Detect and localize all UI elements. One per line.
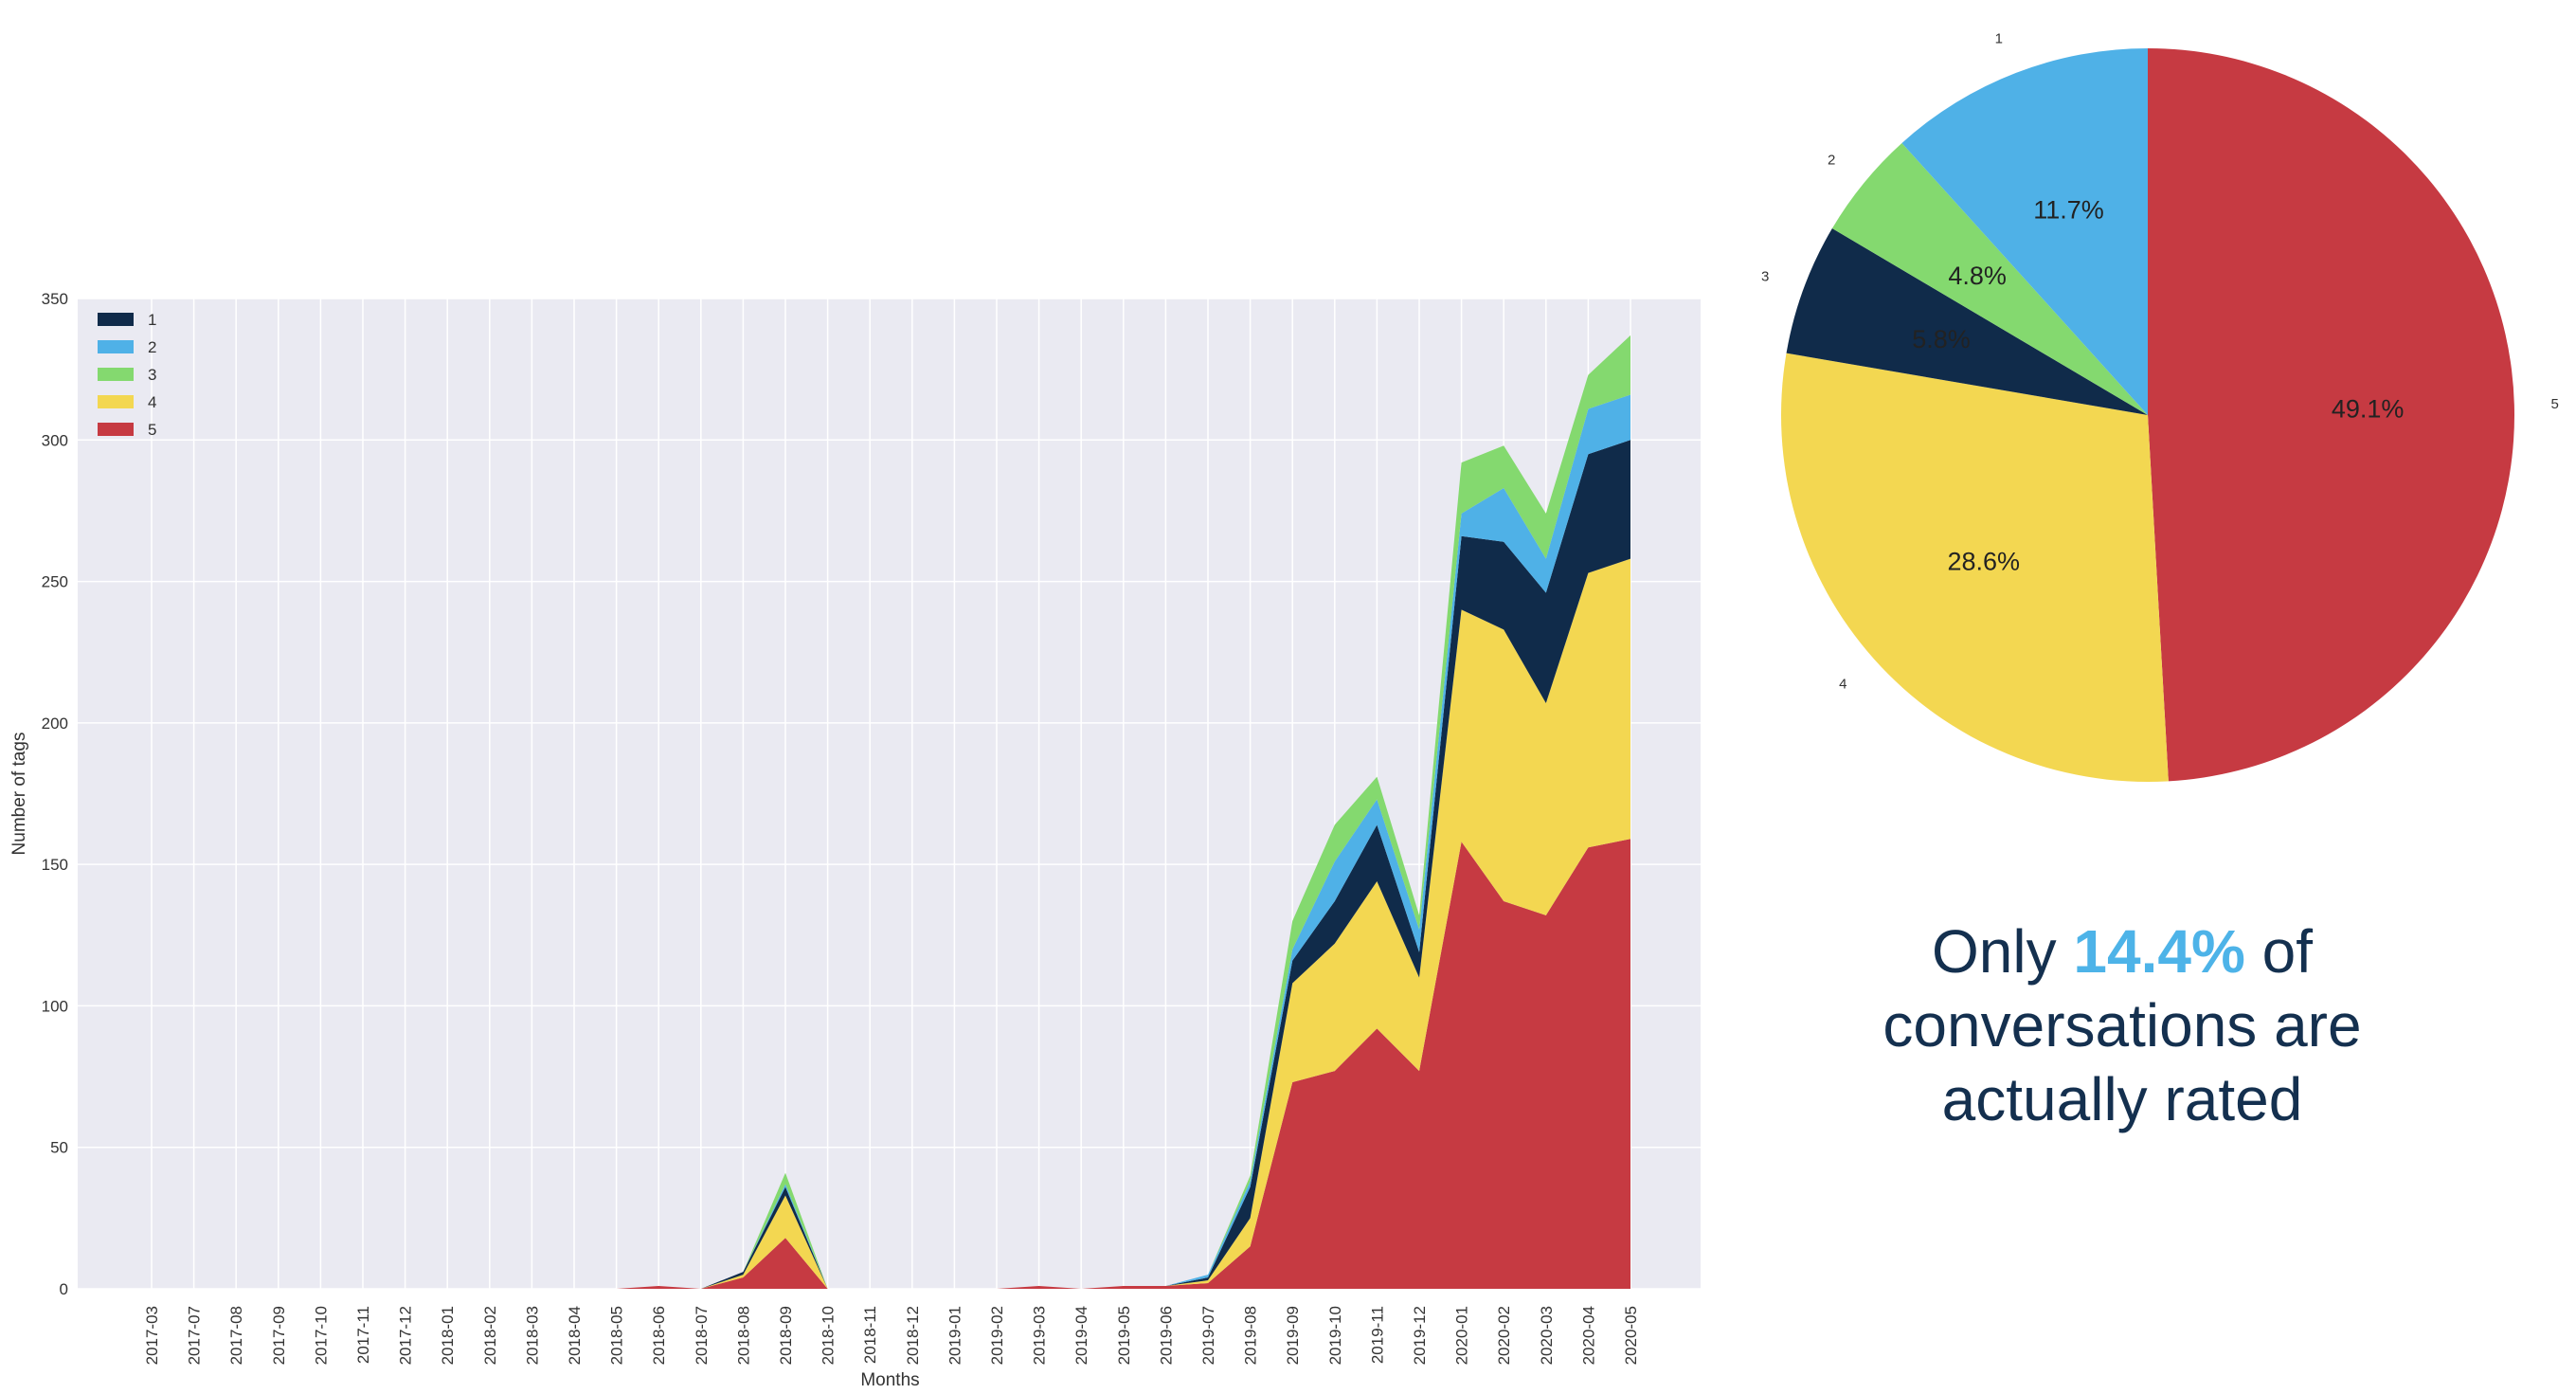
pie-slice-4 — [1781, 353, 2169, 783]
x-tick-label: 2017-12 — [397, 1306, 415, 1365]
x-tick-label: 2020-05 — [1622, 1306, 1640, 1365]
area-series-4 — [152, 558, 1630, 1289]
y-tick-label: 150 — [42, 856, 68, 874]
pie-pct-label: 49.1% — [2332, 394, 2405, 423]
x-tick-label: 2018-01 — [439, 1306, 457, 1365]
rating-pie-chart: 49.1% 5 28.6% 4 5.8% 3 4.8% 2 11.7% 1 — [1761, 31, 2559, 783]
x-tick-label: 2019-03 — [1031, 1306, 1049, 1365]
x-tick-label: 2019-12 — [1411, 1306, 1429, 1365]
x-tick-label: 2017-07 — [186, 1306, 204, 1365]
legend-label: 1 — [148, 311, 156, 329]
headline: Only 14.4% of conversations are actually… — [1781, 914, 2463, 1136]
x-tick-label: 2017-10 — [312, 1306, 330, 1365]
y-tick-labels: 0 50 100 150 200 250 300 350 — [42, 290, 68, 1298]
pie-outer-label: 2 — [1828, 153, 1835, 169]
x-tick-labels: 2017-03 2017-07 2017-08 2017-09 2017-10 2017-… — [143, 1306, 1640, 1365]
legend-label: 3 — [148, 366, 156, 384]
x-tick-label: 2020-03 — [1538, 1306, 1556, 1365]
pie-outer-label: 4 — [1839, 677, 1846, 693]
legend-swatch — [98, 313, 134, 326]
x-tick-label: 2019-10 — [1326, 1306, 1344, 1365]
x-tick-label: 2018-05 — [608, 1306, 626, 1365]
x-tick-label: 2018-07 — [693, 1306, 711, 1365]
pie-slice-5 — [2148, 48, 2515, 782]
pie-outer-label: 3 — [1761, 268, 1769, 284]
headline-highlight: 14.4% — [2073, 917, 2245, 986]
headline-before: Only — [1932, 917, 2074, 986]
x-tick-label: 2019-07 — [1199, 1306, 1217, 1365]
x-tick-label: 2020-01 — [1453, 1306, 1471, 1365]
x-tick-label: 2019-11 — [1368, 1306, 1386, 1364]
x-axis-title: Months — [860, 1370, 919, 1390]
x-tick-label: 2017-09 — [270, 1306, 288, 1365]
headline-after: of conversations are actually rated — [1882, 917, 2362, 1133]
x-tick-label: 2018-06 — [650, 1306, 668, 1365]
x-tick-label: 2018-12 — [904, 1306, 922, 1365]
y-tick-label: 50 — [50, 1139, 68, 1157]
pie-slice-3 — [1786, 228, 2148, 415]
x-tick-label: 2020-04 — [1579, 1306, 1597, 1365]
pie-pct-label: 28.6% — [1948, 548, 2021, 576]
x-tick-label: 2018-08 — [734, 1306, 752, 1365]
x-tick-label: 2018-09 — [777, 1306, 795, 1365]
y-tick-label: 250 — [42, 573, 68, 591]
legend-swatch — [98, 368, 134, 381]
x-tick-label: 2017-08 — [227, 1306, 245, 1365]
x-tick-label: 2019-06 — [1157, 1306, 1175, 1365]
legend-label: 2 — [148, 338, 156, 356]
pie-outer-label: 1 — [1995, 31, 2003, 47]
x-tick-label: 2018-10 — [820, 1306, 838, 1365]
legend-swatch — [98, 423, 134, 436]
x-tick-label: 2018-04 — [566, 1306, 584, 1365]
x-tick-label: 2018-03 — [523, 1306, 541, 1365]
x-tick-label: 2018-11 — [861, 1306, 879, 1364]
x-tick-label: 2019-08 — [1242, 1306, 1260, 1365]
x-tick-label: 2017-11 — [354, 1306, 372, 1364]
y-tick-label: 350 — [42, 290, 68, 308]
pie-pct-label: 11.7% — [2033, 195, 2104, 224]
x-tick-label: 2018-02 — [481, 1306, 499, 1365]
y-tick-label: 200 — [42, 715, 68, 733]
area-series-5 — [152, 839, 1630, 1289]
y-tick-label: 100 — [42, 997, 68, 1015]
pie-slice-1 — [1901, 48, 2148, 415]
pie-slice-2 — [1831, 142, 2148, 416]
pie-pct-label: 5.8% — [1912, 325, 1971, 353]
legend-label: 5 — [148, 421, 156, 439]
legend-swatch — [98, 395, 134, 408]
y-tick-label: 300 — [42, 431, 68, 449]
pie-outer-label: 5 — [2551, 396, 2559, 412]
x-tick-label: 2019-09 — [1284, 1306, 1302, 1365]
x-tick-label: 2019-01 — [946, 1306, 964, 1365]
legend-swatch — [98, 340, 134, 353]
areas — [152, 335, 1630, 1289]
pie-pct-label: 4.8% — [1948, 262, 2007, 290]
x-tick-label: 2020-02 — [1495, 1306, 1513, 1365]
legend-label: 4 — [148, 393, 156, 411]
legend: 1 2 3 4 5 — [98, 311, 156, 439]
y-tick-label: 0 — [60, 1280, 68, 1298]
x-tick-label: 2019-04 — [1072, 1306, 1090, 1365]
y-axis-title: Number of tags — [9, 733, 29, 856]
x-tick-label: 2019-02 — [988, 1306, 1006, 1365]
x-tick-label: 2019-05 — [1115, 1306, 1133, 1365]
x-tick-label: 2017-03 — [143, 1306, 161, 1365]
